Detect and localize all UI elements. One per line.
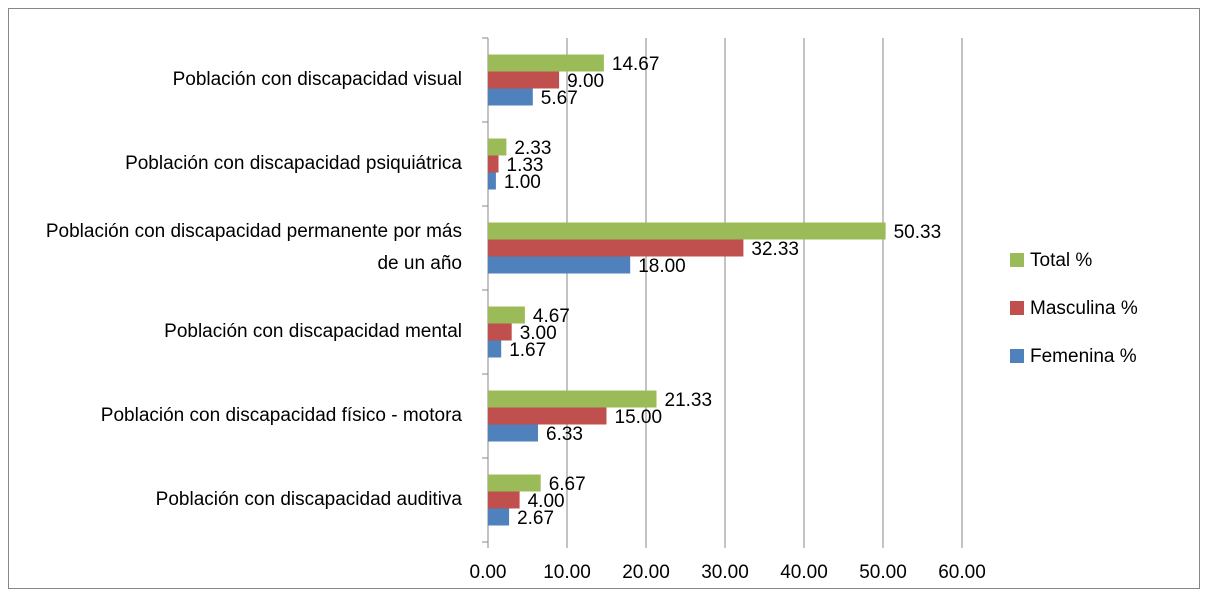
bar bbox=[488, 138, 507, 156]
bar bbox=[488, 508, 510, 526]
bar bbox=[488, 172, 496, 190]
data-label: 15.00 bbox=[615, 407, 663, 428]
y-tick-label: Población con discapacidad permanente po… bbox=[46, 221, 462, 274]
bar bbox=[488, 491, 520, 509]
bar bbox=[488, 390, 657, 408]
bar bbox=[488, 407, 607, 425]
legend-label: Total % bbox=[1030, 250, 1092, 271]
legend-swatch bbox=[1010, 253, 1024, 267]
y-tick-label: Población con discapacidad visual bbox=[173, 69, 462, 90]
y-tick-label: Población con discapacidad psiquiátrica bbox=[125, 153, 462, 174]
data-label: 6.67 bbox=[549, 474, 586, 495]
data-label: 6.33 bbox=[546, 424, 583, 445]
x-tick-label: 30.00 bbox=[701, 562, 749, 583]
x-tick-label: 20.00 bbox=[622, 562, 670, 583]
chart-frame bbox=[8, 8, 1200, 589]
x-tick-label: 40.00 bbox=[780, 562, 828, 583]
bar bbox=[488, 306, 525, 324]
legend-label: Masculina % bbox=[1030, 298, 1138, 319]
data-label: 32.33 bbox=[751, 239, 799, 260]
bar bbox=[488, 71, 560, 89]
bar bbox=[488, 155, 499, 173]
bar bbox=[488, 239, 744, 257]
bar bbox=[488, 54, 604, 72]
bar bbox=[488, 340, 502, 358]
data-label: 5.67 bbox=[541, 88, 578, 109]
data-label: 14.67 bbox=[612, 54, 660, 75]
data-label: 4.67 bbox=[533, 306, 570, 327]
x-tick-label: 10.00 bbox=[543, 562, 591, 583]
legend-swatch bbox=[1010, 301, 1024, 315]
bar bbox=[488, 323, 512, 341]
x-tick-label: 0.00 bbox=[470, 562, 507, 583]
data-label: 18.00 bbox=[638, 256, 686, 277]
data-label: 4.00 bbox=[528, 491, 565, 512]
data-label: 2.33 bbox=[514, 138, 551, 159]
y-tick-label: Población con discapacidad físico - moto… bbox=[101, 405, 463, 426]
bar bbox=[488, 222, 886, 240]
data-label: 2.67 bbox=[517, 508, 554, 529]
data-label: 50.33 bbox=[894, 222, 942, 243]
x-tick-label: 60.00 bbox=[938, 562, 986, 583]
bar bbox=[488, 88, 533, 106]
y-tick-label: Población con discapacidad auditiva bbox=[156, 489, 463, 510]
legend-swatch bbox=[1010, 349, 1024, 363]
y-tick-label: Población con discapacidad mental bbox=[164, 321, 462, 342]
data-label: 1.67 bbox=[509, 340, 546, 361]
x-tick-label: 50.00 bbox=[859, 562, 907, 583]
data-label: 1.33 bbox=[507, 155, 544, 176]
bar bbox=[488, 256, 631, 274]
bar bbox=[488, 474, 541, 492]
data-label: 3.00 bbox=[520, 323, 557, 344]
data-label: 21.33 bbox=[665, 390, 713, 411]
data-label: 1.00 bbox=[504, 172, 541, 193]
bar bbox=[488, 424, 539, 442]
legend-label: Femenina % bbox=[1030, 346, 1137, 367]
data-label: 9.00 bbox=[567, 71, 604, 92]
